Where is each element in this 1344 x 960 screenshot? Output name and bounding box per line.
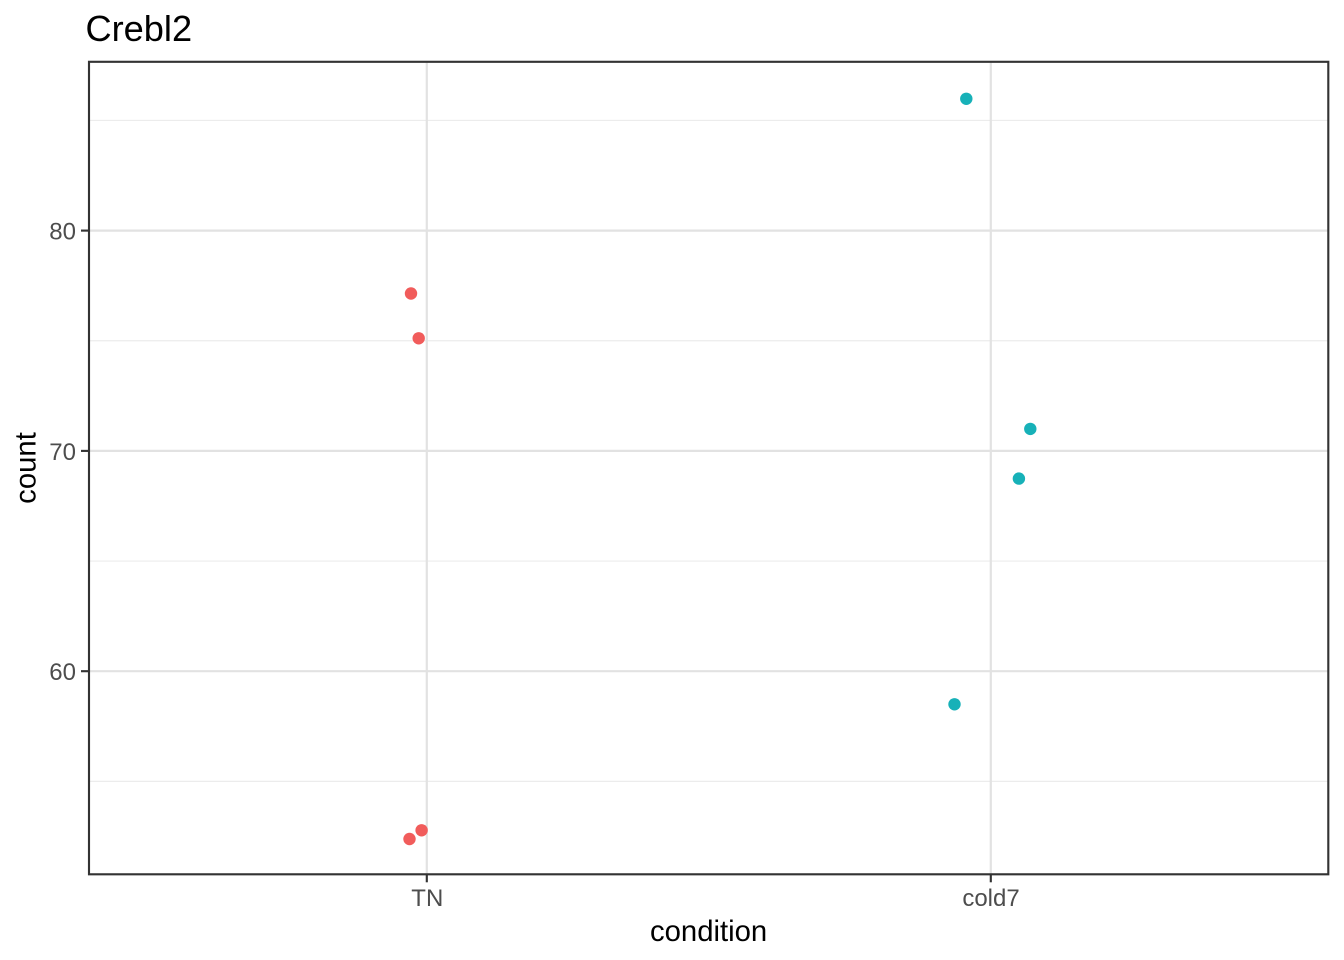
svg-text:Crebl2: Crebl2 [86,8,193,49]
svg-text:count: count [10,432,43,504]
svg-text:cold7: cold7 [962,885,1019,912]
svg-text:60: 60 [49,659,76,686]
svg-text:condition: condition [650,915,767,948]
svg-text:80: 80 [49,219,76,246]
svg-text:70: 70 [49,439,76,466]
svg-text:TN: TN [411,885,443,912]
